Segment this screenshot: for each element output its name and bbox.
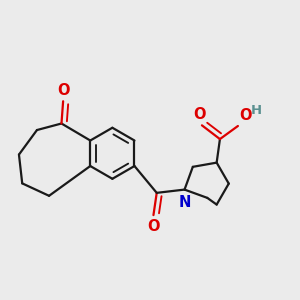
Text: N: N bbox=[178, 196, 191, 211]
Text: H: H bbox=[250, 104, 262, 117]
Text: O: O bbox=[147, 219, 160, 234]
Text: O: O bbox=[194, 107, 206, 122]
Text: O: O bbox=[239, 108, 252, 123]
Text: O: O bbox=[57, 83, 69, 98]
